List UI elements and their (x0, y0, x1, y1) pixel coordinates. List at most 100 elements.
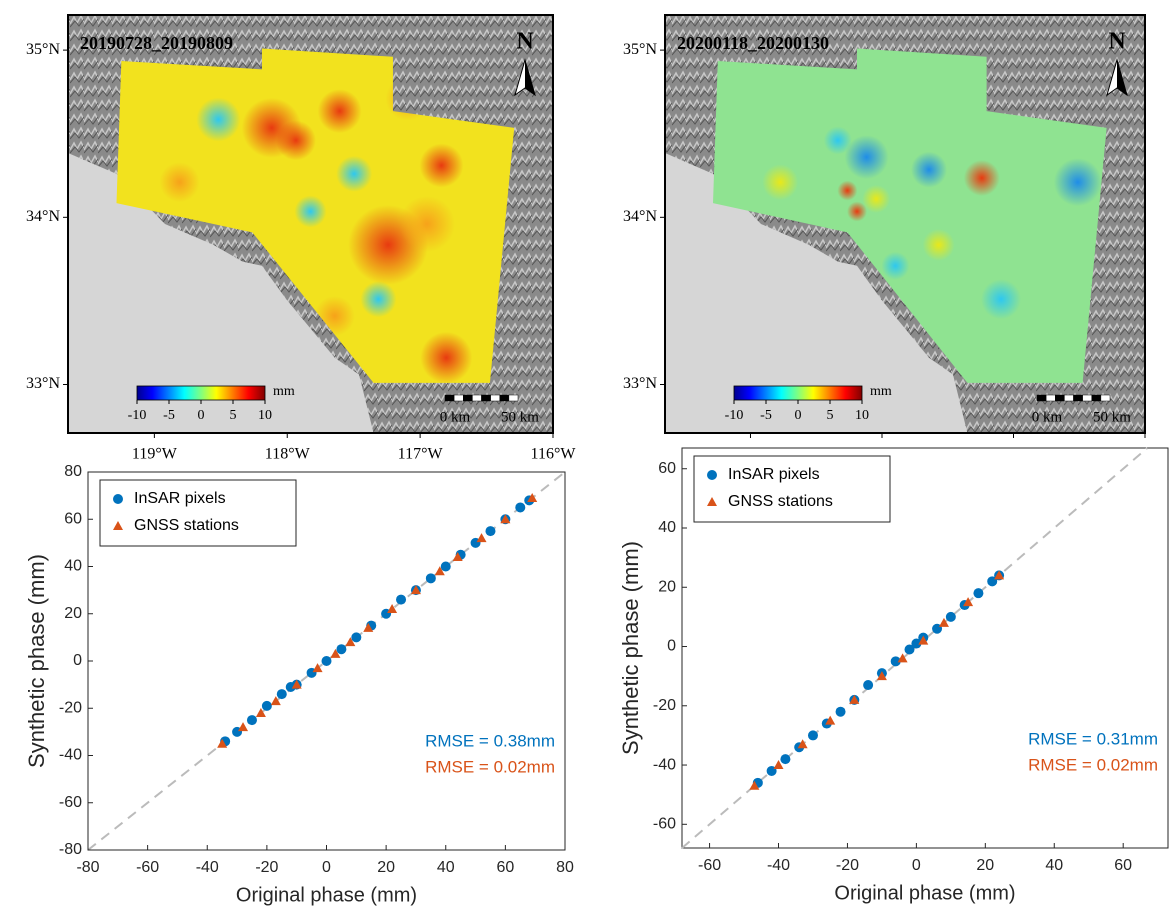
y-tick-label: 33°N (623, 375, 657, 392)
scalebar-seg (481, 394, 491, 402)
insar-point (515, 502, 526, 513)
y-tick-label: -80 (59, 841, 82, 858)
anomaly (862, 184, 891, 213)
map-area (665, 15, 1145, 433)
legend-box (693, 455, 891, 523)
x-tick-label: -40 (196, 859, 219, 876)
gnss-point (849, 694, 860, 704)
gnss-point (270, 696, 281, 706)
gnss-point (410, 585, 421, 595)
gnss-point (918, 635, 929, 645)
y-tick-label: 35°N (623, 41, 657, 58)
gnss-point (434, 566, 445, 576)
anomaly (159, 162, 200, 203)
colorbar-tick-label: 5 (230, 408, 237, 423)
gnss-point (387, 604, 398, 614)
scalebar-seg (463, 394, 473, 402)
insar-point (276, 689, 287, 700)
scalebar-label: 0 km (440, 409, 471, 425)
x-tick-label: 60 (496, 859, 514, 876)
anomaly (762, 164, 799, 201)
anomaly (963, 160, 1000, 197)
colorbar (733, 385, 863, 401)
y-tick-label: 0 (73, 652, 82, 669)
north-arrow-half (525, 60, 535, 95)
scalebar-seg (490, 394, 500, 402)
gnss-point (330, 648, 341, 658)
colorbar-tick-label: 0 (795, 408, 802, 423)
rmse-annotation: RMSE = 0.02mm (1028, 755, 1158, 774)
anomaly (275, 120, 316, 161)
north-arrow-half (1117, 60, 1127, 95)
colorbar (136, 385, 266, 401)
anomaly (294, 195, 327, 228)
gnss-point (825, 715, 836, 725)
gnss-point (797, 739, 808, 749)
north-label: N (1108, 29, 1126, 55)
anomaly (847, 201, 867, 222)
insar-point (336, 644, 347, 655)
anomaly (1053, 158, 1102, 207)
insar-point (246, 715, 257, 726)
legend-label: GNSS stations (134, 517, 239, 534)
scalebar-seg (508, 394, 519, 402)
insar-point (440, 561, 451, 572)
map-title: 20200118_20200130 (677, 33, 829, 53)
gnss-point (500, 514, 511, 524)
y-tick-label: 34°N (26, 208, 60, 225)
gnss-point (476, 533, 487, 543)
x-tick-label: -60 (136, 859, 159, 876)
gnss-point (773, 760, 784, 770)
anomaly (837, 180, 858, 201)
insar-point (973, 588, 984, 599)
anomaly (823, 126, 852, 155)
gnss-point (876, 671, 887, 681)
legend-label: InSAR pixels (728, 466, 820, 483)
x-tick-label: 80 (556, 859, 574, 876)
colorbar-tick-label: -5 (760, 408, 772, 423)
x-tick-label: 119°W (132, 446, 178, 463)
anomaly (398, 196, 455, 252)
x-tick-label: 60 (1114, 857, 1132, 874)
anomaly (419, 143, 464, 188)
colorbar-tick-label: -10 (725, 408, 744, 423)
x-axis-label: Original phase (mm) (834, 882, 1015, 904)
insar-point (425, 573, 436, 584)
scalebar-seg (499, 394, 510, 402)
y-tick-label: -20 (59, 699, 82, 716)
scalebar-seg (1064, 394, 1074, 402)
scalebar-seg (444, 394, 455, 402)
colorbar-tick-label: 10 (855, 408, 869, 423)
y-tick-label: 0 (667, 638, 676, 655)
x-axis-label: Original phase (mm) (236, 884, 417, 906)
anomaly (981, 279, 1021, 320)
gnss-point (938, 617, 949, 627)
gnss-point (255, 707, 266, 717)
gnss-point (312, 663, 323, 673)
anomaly (317, 89, 362, 134)
y-tick-label: -20 (653, 697, 676, 714)
scalebar-seg (1073, 394, 1083, 402)
x-tick-label: 20 (976, 857, 994, 874)
x-tick-label: 116°W (531, 446, 577, 463)
scalebar-label: 50 km (1093, 409, 1131, 425)
gnss-point (963, 597, 974, 607)
gnss-point (749, 780, 760, 790)
colorbar-tick-label: 5 (827, 408, 834, 423)
y-tick-label: -60 (653, 816, 676, 833)
ocean (665, 152, 968, 433)
legend-marker (707, 470, 717, 480)
anomalies (762, 126, 1102, 320)
frame (664, 14, 1146, 434)
gnss-point (527, 492, 538, 502)
gnss-point (994, 570, 1005, 580)
map-title: 20190728_20190809 (80, 33, 233, 53)
insar-point (396, 594, 407, 605)
y-tick-label: 33°N (26, 375, 60, 392)
insar-point (485, 526, 496, 537)
insar-point (904, 644, 915, 655)
scalebar-label: 50 km (501, 409, 539, 425)
legend-label: InSAR pixels (134, 490, 226, 507)
colorbar-tick-label: 0 (198, 408, 205, 423)
